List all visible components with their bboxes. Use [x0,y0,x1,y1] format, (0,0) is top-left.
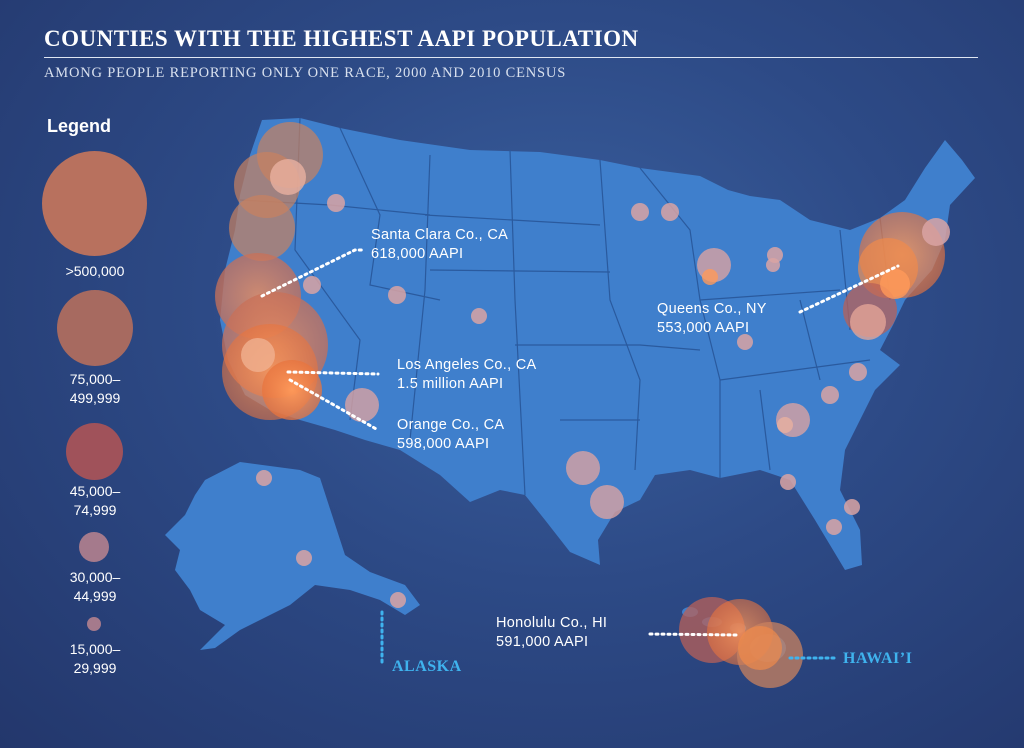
legend-label-30k: 30,000– 44,999 [69,569,121,604]
alaska-shape [165,462,420,650]
callout-orange-value: 598,000 AAPI [397,436,490,452]
callout-santa-clara-name: Santa Clara Co., CA [371,227,509,243]
callout-honolulu-name: Honolulu Co., HI [496,615,608,631]
callout-los-angeles: Los Angeles Co., CA 1.5 million AAPI [397,356,537,394]
title-rule [44,57,978,58]
state-label-lines [380,610,837,667]
callout-orange-name: Orange Co., CA [397,417,505,433]
page-title: COUNTIES WITH THE HIGHEST AAPI POPULATIO… [44,26,639,51]
legend-dot-45k [66,423,123,480]
callout-queens-name: Queens Co., NY [657,301,767,317]
legend-label-15k: 15,000– 29,999 [69,641,121,676]
callout-los-angeles-name: Los Angeles Co., CA [397,357,537,373]
legend-label-500k: >500,000 [65,263,125,279]
callout-queens-value: 553,000 AAPI [657,320,750,336]
legend-dot-15k [87,617,101,631]
callout-orange: Orange Co., CA 598,000 AAPI [397,416,504,454]
callout-santa-clara: Santa Clara Co., CA 618,000 AAPI [371,226,508,264]
callout-los-angeles-value: 1.5 million AAPI [397,376,504,392]
label-alaska: ALASKA [392,658,462,675]
callout-honolulu: Honolulu Co., HI 591,000 AAPI [496,614,607,652]
callout-lines [260,248,900,637]
legend-title: Legend [47,116,112,136]
page-subtitle: AMONG PEOPLE REPORTING ONLY ONE RACE, 20… [44,65,567,81]
legend-label-45k: 45,000– 74,999 [69,483,121,518]
contiguous-us-shape [220,118,975,570]
legend-dot-500k [42,151,147,256]
legend-dot-75k [57,290,133,366]
legend-label-75k: 75,000– 499,999 [69,371,121,406]
callout-santa-clara-value: 618,000 AAPI [371,246,464,262]
legend-dot-30k [79,532,109,562]
callout-queens: Queens Co., NY 553,000 AAPI [657,300,767,338]
label-hawaii: HAWAI’I [843,650,913,667]
callout-honolulu-value: 591,000 AAPI [496,634,589,650]
